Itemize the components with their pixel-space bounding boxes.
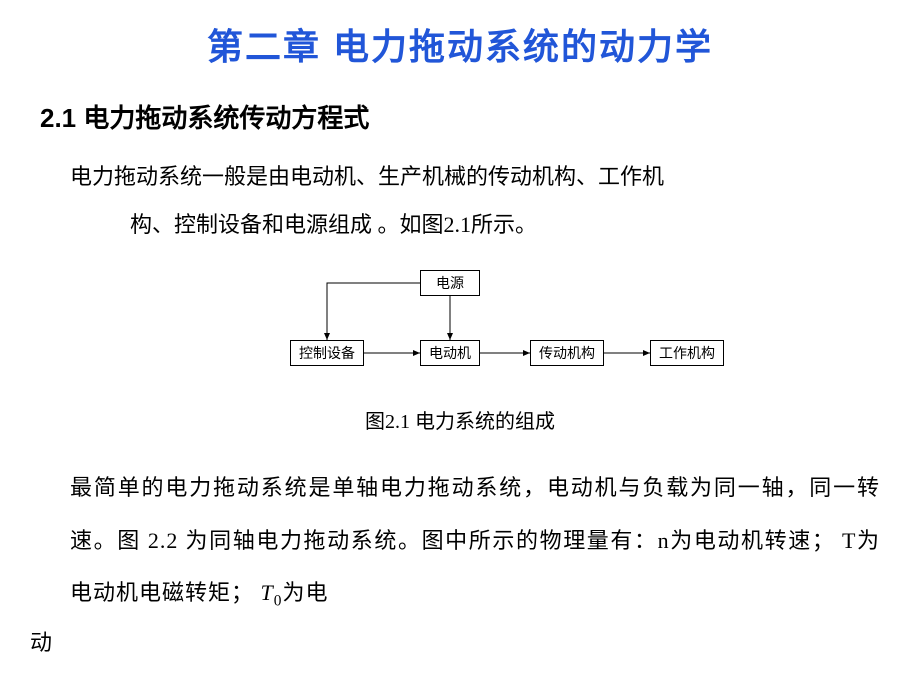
figure-caption: 图2.1 电力系统的组成 — [0, 405, 920, 434]
section-title: 2.1 电力拖动系统传动方程式 — [40, 98, 920, 135]
symbol-T: T — [261, 580, 274, 605]
node-power: 电源 — [420, 270, 480, 296]
para1-line2: 构、控制设备和电源组成 。如图2.1所示。 — [130, 201, 880, 249]
para2-part-b: 为电 — [282, 580, 328, 605]
flowchart-diagram: 电源 控制设备 电动机 传动机构 工作机构 — [230, 270, 690, 380]
para2-cutoff: 动 — [30, 625, 920, 657]
body-paragraph-2: 最简单的电力拖动系统是单轴电力拖动系统，电动机与负载为同一轴，同一转速。图 2.… — [70, 462, 880, 621]
edge-power-ctrl — [327, 283, 420, 340]
para1-line1: 电力拖动系统一般是由电动机、生产机械的传动机构、工作机 — [70, 164, 664, 189]
intro-paragraph: 电力拖动系统一般是由电动机、生产机械的传动机构、工作机 构、控制设备和电源组成 … — [70, 153, 880, 250]
node-motor: 电动机 — [420, 340, 480, 366]
node-work: 工作机构 — [650, 340, 724, 366]
chapter-title: 第二章 电力拖动系统的动力学 — [0, 0, 920, 70]
node-control: 控制设备 — [290, 340, 364, 366]
node-transmission: 传动机构 — [530, 340, 604, 366]
para2-part-a: 最简单的电力拖动系统是单轴电力拖动系统，电动机与负载为同一轴，同一转速。图 2.… — [70, 475, 880, 606]
figure-2-1: 电源 控制设备 电动机 传动机构 工作机构 图2.1 电力系统的组成 — [0, 270, 920, 434]
